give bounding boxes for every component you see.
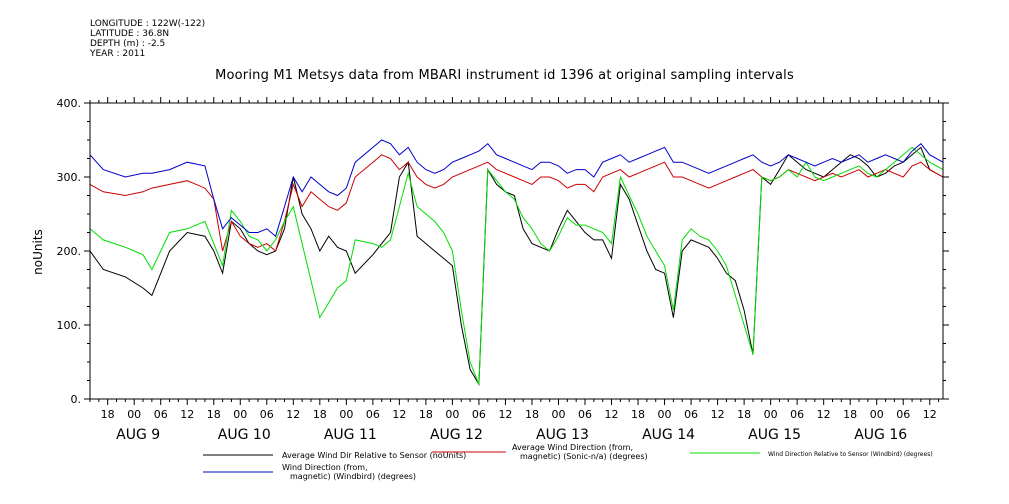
x-day-label: AUG 12 [430,427,483,443]
x-hour-label: 00 [551,408,565,421]
x-hour-label: 00 [658,408,672,421]
series-layer [89,139,944,386]
y-tick-label: 400. [57,97,82,110]
x-hour-label: 12 [923,408,937,421]
legend: Average Wind Dir Relative to Sensor (noU… [203,443,933,481]
x-hour-label: 18 [525,408,539,421]
axes-layer: 0. 100. 200. 300. 400. 18 00 06 12 18 00 06 12 18 00 06… [57,97,949,443]
plot-frame [89,102,944,400]
y-axis-label: noUnits [31,229,45,275]
series-line-2 [89,146,944,385]
x-hour-label: 18 [737,408,751,421]
x-hour-label: 00 [339,408,353,421]
x-hour-label: 18 [207,408,221,421]
x-hour-label: 18 [843,408,857,421]
x-day-label: AUG 16 [854,427,907,443]
x-hour-label: 18 [313,408,327,421]
x-hour-label: 12 [817,408,831,421]
meta-year: YEAR : 2011 [90,49,146,59]
legend-entry-2: Wind Direction Relative to Sensor (Windb… [768,451,933,458]
x-hour-label: 00 [127,408,141,421]
legend-entry-3: Wind Direction (from, magnetic) (Windbird… [282,463,416,481]
x-day-label: AUG 10 [218,427,271,443]
x-hour-label: 18 [631,408,645,421]
x-hour-label: 12 [711,408,725,421]
meta-depth: DEPTH (m) : -2.5 [90,39,166,49]
x-hour-label: 18 [419,408,433,421]
x-hour-label: 06 [684,408,698,421]
x-hour-label: 06 [790,408,804,421]
metadata-block: LONGITUDE : 122W(-122) LATITUDE : 36.8N … [90,19,205,59]
legend-entry-1: Average Wind Direction (from, magnetic) (… [512,443,648,461]
x-day-label: AUG 13 [536,427,589,443]
x-hour-label: 06 [472,408,486,421]
x-hour-label: 06 [260,408,274,421]
x-hour-label: 18 [101,408,115,421]
x-day-label: AUG 15 [748,427,801,443]
x-hour-label: 12 [180,408,194,421]
y-tick-label: 100. [57,319,82,332]
series-line-0 [89,146,944,386]
meta-latitude: LATITUDE : 36.8N [90,29,170,39]
x-day-label: AUG 14 [642,427,695,443]
x-hour-label: 00 [233,408,247,421]
y-tick-label: 0. [71,393,82,406]
x-hour-label: 00 [764,408,778,421]
x-hour-label: 12 [392,408,406,421]
series-line-3 [89,139,944,238]
x-hour-label: 12 [605,408,619,421]
meta-longitude: LONGITUDE : 122W(-122) [90,19,206,29]
x-hour-label: 00 [870,408,884,421]
x-hour-label: 06 [366,408,380,421]
legend-entry-0: Average Wind Dir Relative to Sensor (noU… [282,451,466,460]
y-tick-label: 200. [57,245,82,258]
x-hour-label: 06 [154,408,168,421]
y-tick-label: 300. [57,171,82,184]
x-day-label: AUG 9 [116,427,160,443]
x-hour-label: 12 [498,408,512,421]
x-hour-label: 12 [286,408,300,421]
x-hour-label: 06 [896,408,910,421]
x-hour-label: 00 [445,408,459,421]
x-day-label: AUG 11 [324,427,377,443]
series-line-1 [89,154,944,252]
chart-title: Mooring M1 Metsys data from MBARI instru… [215,68,794,83]
x-hour-label: 06 [578,408,592,421]
